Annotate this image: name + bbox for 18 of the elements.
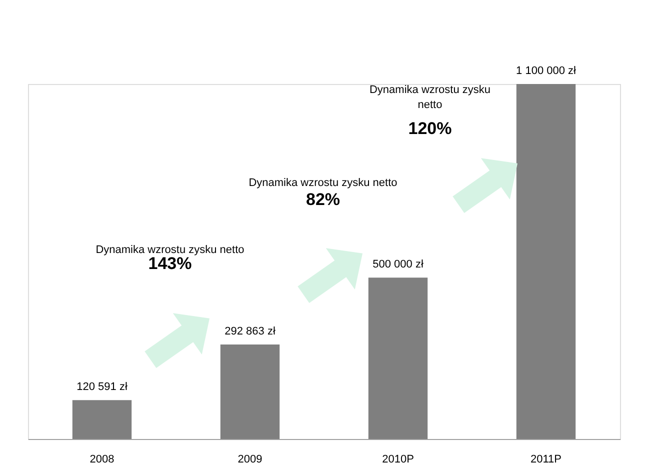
- bar: [220, 344, 280, 439]
- annotation: Dynamika wzrostu zysku netto: [369, 84, 491, 111]
- bar: [368, 278, 428, 439]
- x-tick-label: 2008: [90, 454, 114, 466]
- data-label: 1 100 000 zł: [516, 65, 577, 77]
- x-tick-label: 2011P: [530, 454, 562, 466]
- bar: [72, 400, 132, 439]
- data-label: 292 863 zł: [224, 325, 276, 338]
- annotation: Dynamika wzrostu zysku netto: [248, 177, 398, 189]
- annotation: 120%: [408, 119, 452, 138]
- annotation: 82%: [306, 190, 340, 209]
- annotation: Dynamika wzrostu zysku netto: [96, 244, 244, 256]
- data-label: 120 591 zł: [76, 381, 128, 394]
- annotation: 143%: [148, 254, 192, 273]
- bar: [516, 84, 576, 439]
- x-tick-label: 2009: [238, 454, 262, 466]
- x-tick-label: 2010P: [382, 454, 414, 466]
- data-label: 500 000 zł: [372, 258, 424, 271]
